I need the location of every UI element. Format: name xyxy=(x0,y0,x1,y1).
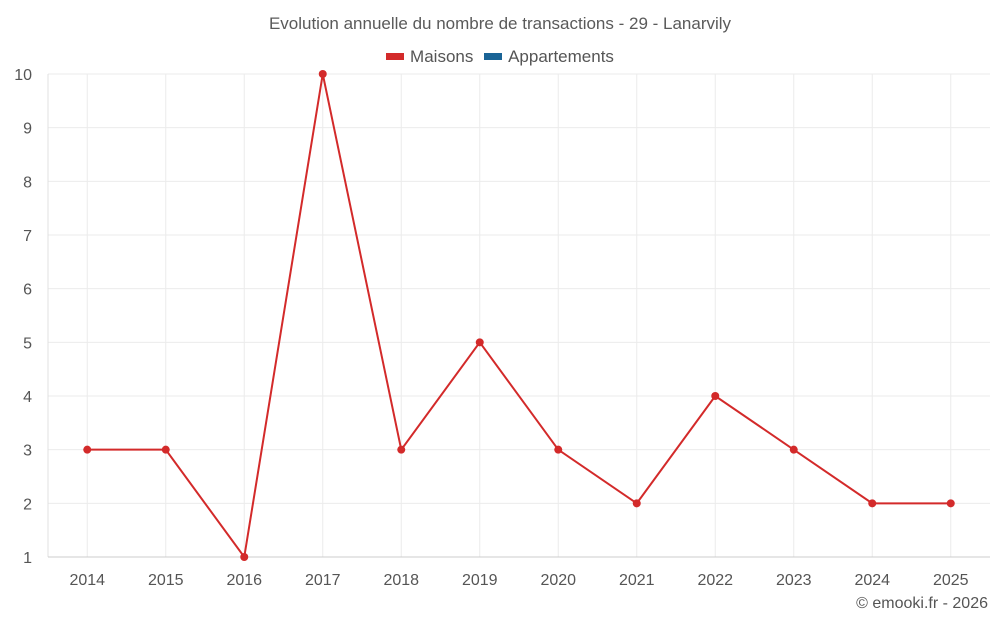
y-tick-label: 6 xyxy=(23,282,32,299)
legend-swatch-maisons xyxy=(386,53,405,60)
legend-swatch-appartements xyxy=(484,53,503,60)
data-point xyxy=(868,499,877,508)
x-tick-label: 2025 xyxy=(933,572,969,589)
y-tick-label: 9 xyxy=(23,121,32,138)
y-tick-label: 2 xyxy=(23,496,32,513)
data-point xyxy=(554,445,563,454)
series-line-maisons xyxy=(87,73,951,560)
data-point xyxy=(240,553,249,561)
x-tick-label: 2022 xyxy=(697,572,733,589)
x-tick-label: 2020 xyxy=(540,572,576,589)
x-tick-label: 2014 xyxy=(69,572,105,589)
x-tick-label: 2019 xyxy=(462,572,498,589)
data-point xyxy=(318,70,327,78)
x-tick-label: 2017 xyxy=(305,572,341,589)
x-tick-label: 2023 xyxy=(776,572,812,589)
chart-title: Evolution annuelle du nombre de transact… xyxy=(268,14,732,33)
y-tick-label: 5 xyxy=(23,335,32,352)
x-tick-label: 2018 xyxy=(383,572,419,589)
y-tick-label: 8 xyxy=(23,174,32,191)
credit-text: © emooki.fr - 2026 xyxy=(856,595,988,612)
y-tick-label: 1 xyxy=(23,550,32,567)
x-tick-label: 2021 xyxy=(619,572,655,589)
y-tick-label: 7 xyxy=(23,228,32,245)
legend-item-maisons[interactable]: Maisons xyxy=(386,47,473,67)
data-point xyxy=(161,445,170,454)
y-tick-label: 4 xyxy=(23,389,32,406)
x-tick-label: 2024 xyxy=(854,572,890,589)
data-point xyxy=(789,445,798,454)
data-point xyxy=(946,499,955,508)
data-point xyxy=(83,445,92,454)
x-tick-label: 2016 xyxy=(226,572,262,589)
data-point xyxy=(397,445,406,454)
data-point xyxy=(632,499,641,508)
y-tick-label: 10 xyxy=(14,67,32,84)
x-tick-label: 2015 xyxy=(148,572,184,589)
legend-label-appartements: Appartements xyxy=(508,46,614,66)
legend: Maisons Appartements xyxy=(0,45,1000,67)
data-point xyxy=(711,392,720,400)
data-point xyxy=(475,338,484,347)
y-tick-label: 3 xyxy=(23,443,32,460)
legend-label-maisons: Maisons xyxy=(410,46,474,66)
legend-item-appartements[interactable]: Appartements xyxy=(484,47,614,67)
